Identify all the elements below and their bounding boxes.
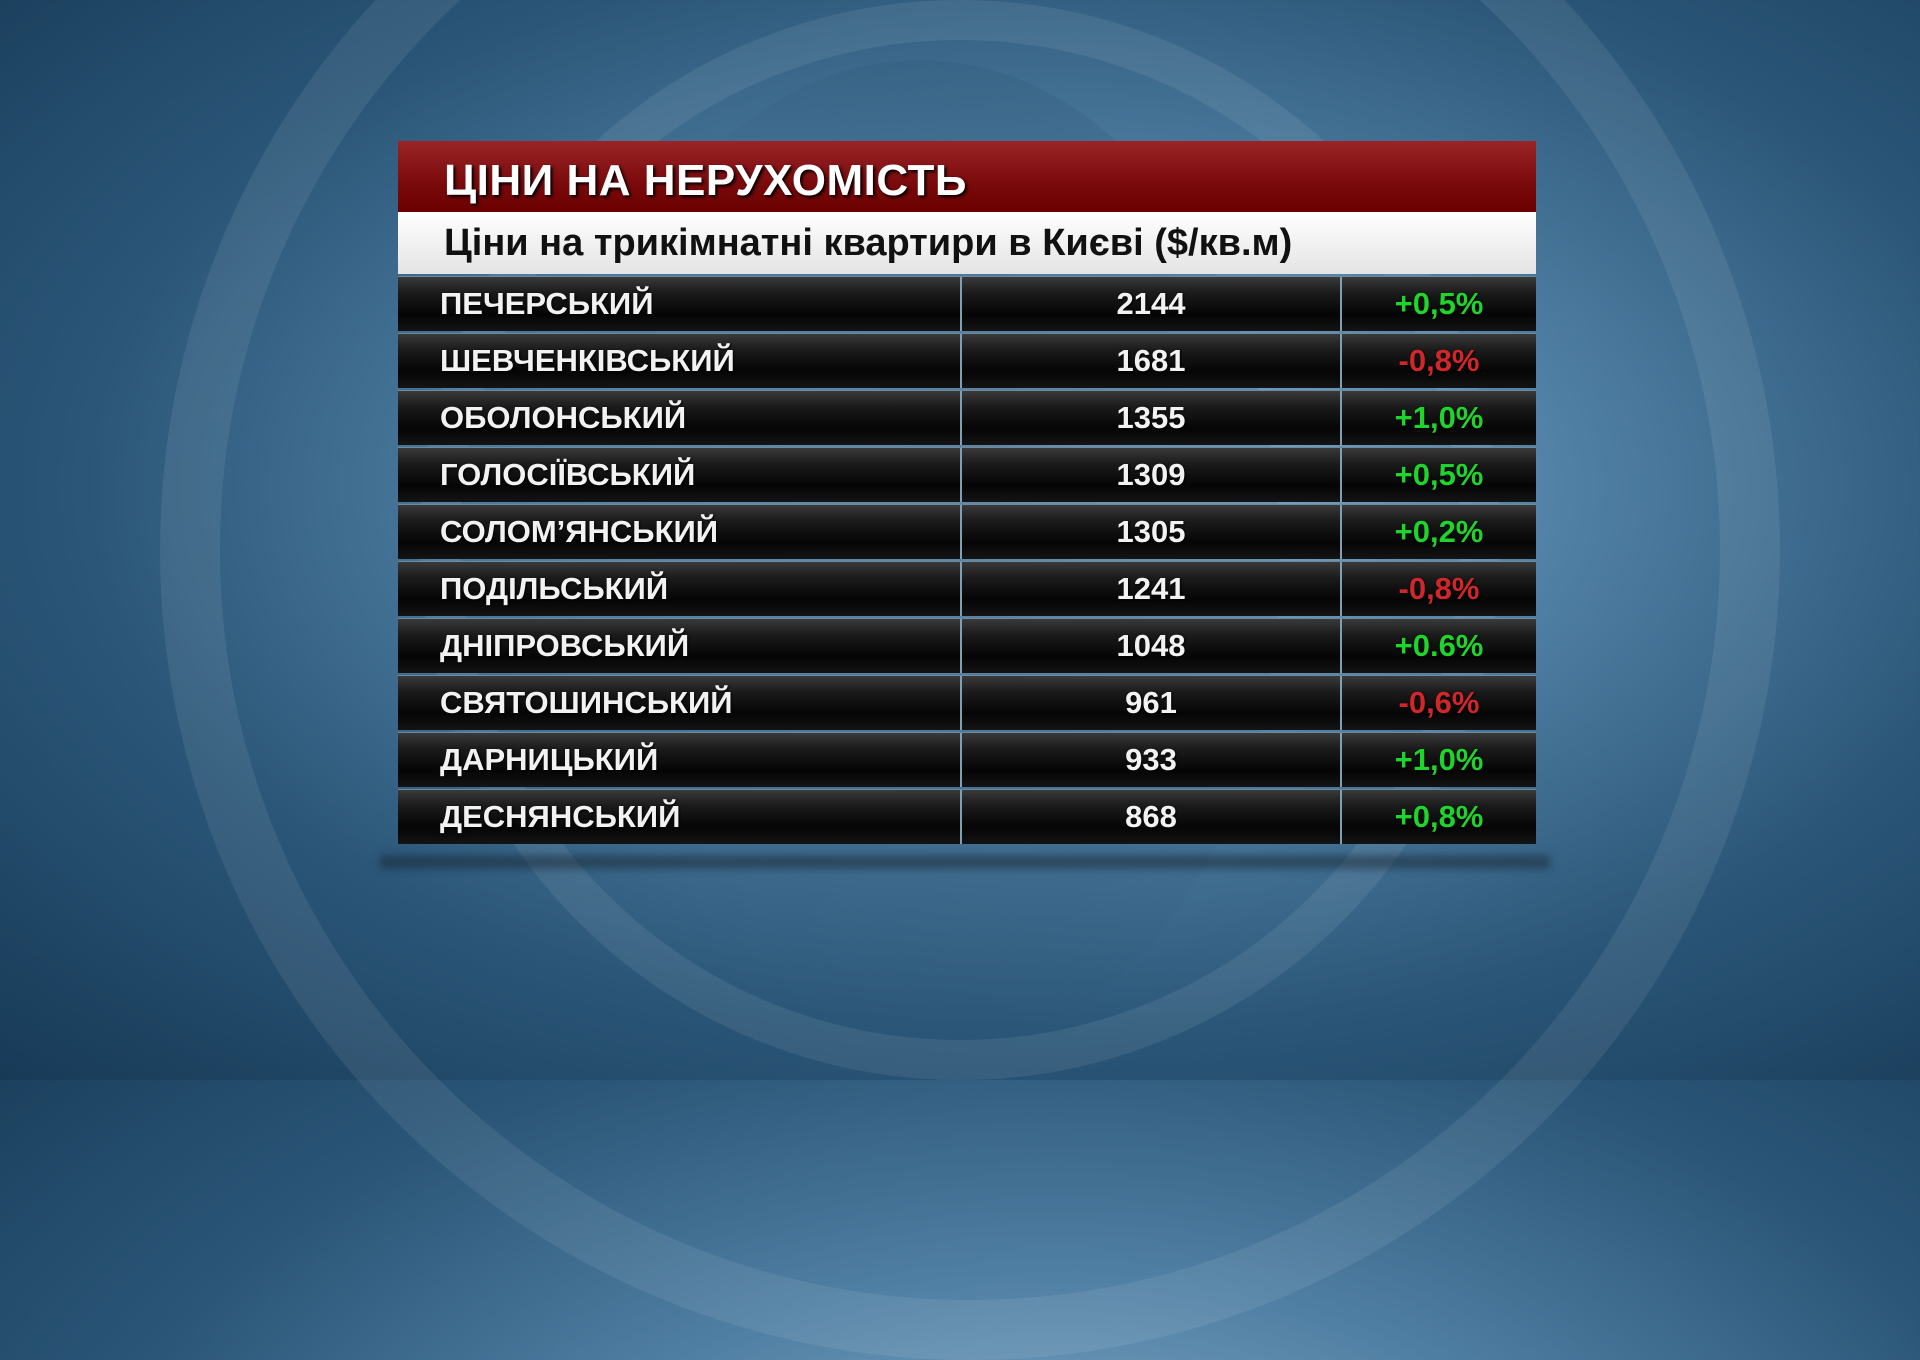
price-value: 933: [962, 733, 1342, 787]
board-shadow: [380, 855, 1550, 869]
page-title: ЦІНИ НА НЕРУХОМІСТЬ: [444, 156, 968, 205]
price-value: 1309: [962, 448, 1342, 502]
change-value: -0,8%: [1398, 571, 1480, 606]
subtitle-bar: Ціни на трикімнатні квартири в Києві ($/…: [398, 212, 1536, 274]
district-name: ОБОЛОНСЬКИЙ: [398, 391, 962, 445]
district-name: ДНІПРОВСЬКИЙ: [398, 619, 962, 673]
price-value: 1048: [962, 619, 1342, 673]
table-row: ДНІПРОВСЬКИЙ 1048 +0.6%: [398, 618, 1536, 673]
price-value: 868: [962, 790, 1342, 844]
price-table: ЦІНИ НА НЕРУХОМІСТЬ Ціни на трикімнатні …: [398, 141, 1536, 844]
table-row: СВЯТОШИНСЬКИЙ 961 -0,6%: [398, 675, 1536, 730]
table-row: ПЕЧЕРСЬКИЙ 2144 +0,5%: [398, 276, 1536, 331]
subtitle: Ціни на трикімнатні квартири в Києві ($/…: [444, 221, 1293, 264]
district-name: ШЕВЧЕНКІВСЬКИЙ: [398, 334, 962, 388]
table-row: ДЕСНЯНСЬКИЙ 868 +0,8%: [398, 789, 1536, 844]
district-name: ГОЛОСІЇВСЬКИЙ: [398, 448, 962, 502]
change-value: +1,0%: [1394, 400, 1484, 435]
change-value: +0.6%: [1394, 628, 1484, 663]
district-name: СОЛОМ’ЯНСЬКИЙ: [398, 505, 962, 559]
table-row: ПОДІЛЬСЬКИЙ 1241 -0,8%: [398, 561, 1536, 616]
district-name: ПОДІЛЬСЬКИЙ: [398, 562, 962, 616]
district-name: СВЯТОШИНСЬКИЙ: [398, 676, 962, 730]
district-name: ДАРНИЦЬКИЙ: [398, 733, 962, 787]
price-value: 2144: [962, 277, 1342, 331]
price-value: 1681: [962, 334, 1342, 388]
district-name: ДЕСНЯНСЬКИЙ: [398, 790, 962, 844]
price-value: 1241: [962, 562, 1342, 616]
table-row: ШЕВЧЕНКІВСЬКИЙ 1681 -0,8%: [398, 333, 1536, 388]
price-value: 961: [962, 676, 1342, 730]
change-value: -0,6%: [1398, 685, 1480, 720]
table-row: СОЛОМ’ЯНСЬКИЙ 1305 +0,2%: [398, 504, 1536, 559]
title-bar: ЦІНИ НА НЕРУХОМІСТЬ: [398, 141, 1536, 212]
price-value: 1305: [962, 505, 1342, 559]
price-value: 1355: [962, 391, 1342, 445]
table-row: ГОЛОСІЇВСЬКИЙ 1309 +0,5%: [398, 447, 1536, 502]
change-value: +0,5%: [1394, 457, 1484, 492]
table-body: ПЕЧЕРСЬКИЙ 2144 +0,5% ШЕВЧЕНКІВСЬКИЙ 1681 -0,…: [398, 276, 1536, 844]
district-name: ПЕЧЕРСЬКИЙ: [398, 277, 962, 331]
table-row: ОБОЛОНСЬКИЙ 1355 +1,0%: [398, 390, 1536, 445]
change-value: +0,2%: [1394, 514, 1484, 549]
table-row: ДАРНИЦЬКИЙ 933 +1,0%: [398, 732, 1536, 787]
change-value: +1,0%: [1394, 742, 1484, 777]
change-value: +0,5%: [1394, 286, 1484, 321]
change-value: +0,8%: [1394, 799, 1484, 834]
change-value: -0,8%: [1398, 343, 1480, 378]
